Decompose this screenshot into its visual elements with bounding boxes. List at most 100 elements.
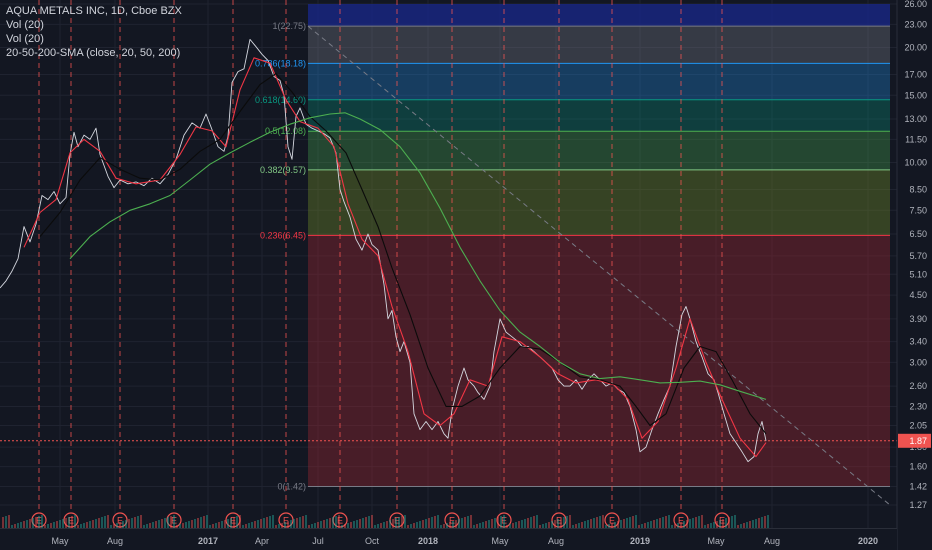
volume-bar <box>425 519 427 528</box>
volume-bar <box>422 520 424 528</box>
volume-bar <box>89 521 91 528</box>
volume-bar <box>638 525 640 528</box>
volume-bar <box>761 517 763 528</box>
volume-bar <box>419 521 421 528</box>
time-axis-tick-label: May <box>491 536 509 546</box>
volume-bar <box>317 522 319 528</box>
volume-bar <box>506 525 508 528</box>
volume-bar <box>326 519 328 528</box>
volume-bar <box>590 519 592 528</box>
volume-bar <box>491 519 493 528</box>
volume-bar <box>167 517 169 528</box>
earnings-marker <box>444 512 460 528</box>
volume-bar <box>266 517 268 528</box>
volume-bar <box>149 523 151 528</box>
volume-bar <box>692 518 694 528</box>
symbol-title[interactable]: AQUA METALS INC, 1D, Cboe BZX <box>6 5 182 17</box>
price-axis-tick-label: 17.00 <box>904 70 927 80</box>
volume-bar <box>518 521 520 528</box>
volume-bar <box>605 525 607 528</box>
price-axis-tick-label: 13.00 <box>904 114 927 124</box>
volume-bar <box>320 521 322 528</box>
volume-bar <box>656 519 658 528</box>
volume-bar <box>188 521 190 528</box>
volume-bar <box>140 515 142 528</box>
volume-bar <box>698 516 700 528</box>
volume-bar <box>281 523 283 528</box>
volume-bar <box>596 517 598 528</box>
volume-bar <box>176 525 178 528</box>
volume-bar <box>560 518 562 528</box>
volume-bar <box>413 523 415 528</box>
volume-bar <box>179 524 181 528</box>
earnings-marker-label: E <box>449 516 455 526</box>
volume-bar <box>236 516 238 528</box>
volume-bar <box>488 520 490 528</box>
volume-bar <box>170 516 172 528</box>
volume-bar <box>380 523 382 528</box>
earnings-marker <box>551 512 567 528</box>
earnings-marker-label: E <box>36 516 42 526</box>
volume-bar <box>287 521 289 528</box>
volume-bar <box>374 525 376 528</box>
price-axis-tick-label: 6.50 <box>909 229 927 239</box>
earnings-marker-label: E <box>283 516 289 526</box>
volume-bar <box>104 516 106 528</box>
volume-bar <box>383 522 385 528</box>
volume-bar <box>713 522 715 528</box>
volume-bar <box>665 516 667 528</box>
earnings-marker-label: E <box>230 516 236 526</box>
volume-indicator-1[interactable]: Vol (20) <box>6 19 44 31</box>
earnings-marker-label: E <box>609 516 615 526</box>
volume-bar <box>239 515 241 528</box>
volume-bar <box>53 522 55 528</box>
earnings-marker-label: E <box>556 516 562 526</box>
volume-bar <box>686 520 688 528</box>
chart-legend: AQUA METALS INC, 1D, Cboe BZX Vol (20) V… <box>6 4 182 60</box>
earnings-marker <box>332 512 348 528</box>
volume-bar <box>2 517 4 528</box>
volume-bar <box>767 515 769 528</box>
volume-bar <box>620 520 622 528</box>
volume-bar <box>62 519 64 528</box>
volume-indicator-2[interactable]: Vol (20) <box>6 33 44 45</box>
price-axis-tick-label: 2.60 <box>909 381 927 391</box>
volume-bar <box>107 515 109 528</box>
volume-bar <box>581 522 583 528</box>
fib-zone <box>308 235 890 487</box>
volume-bar <box>695 517 697 528</box>
volume-bar <box>437 515 439 528</box>
earnings-marker <box>278 512 294 528</box>
volume-bar <box>614 522 616 528</box>
volume-bar <box>434 516 436 528</box>
volume-bar <box>611 523 613 528</box>
earnings-lines: EEEEEEEEEEEEEE <box>0 0 897 528</box>
volume-bar <box>260 519 262 528</box>
volume-bar <box>296 518 298 528</box>
time-axis-tick-label: 2019 <box>630 536 650 546</box>
volume-bar <box>251 522 253 528</box>
volume-bar <box>50 523 52 528</box>
price-axis-tick-label: 10.00 <box>904 158 927 168</box>
volume-bar <box>95 519 97 528</box>
volume-bar <box>128 519 130 528</box>
volume-bar <box>212 524 214 528</box>
volume-bar <box>449 522 451 528</box>
volume-bar <box>209 525 211 528</box>
volume-bar <box>563 517 565 528</box>
volume-bar <box>68 517 70 528</box>
volume-bar <box>365 517 367 528</box>
time-axis-tick-label: 2018 <box>418 536 438 546</box>
volume-bar <box>332 517 334 528</box>
volume-bar <box>86 522 88 528</box>
volume-bar <box>32 518 34 528</box>
volume-bar <box>350 522 352 528</box>
volume-bar <box>485 521 487 528</box>
volume-bar <box>428 518 430 528</box>
sma-indicator[interactable]: 20-50-200-SMA (close, 20, 50, 200) <box>6 47 181 59</box>
volume-bar <box>254 521 256 528</box>
volume-bar <box>401 516 403 528</box>
